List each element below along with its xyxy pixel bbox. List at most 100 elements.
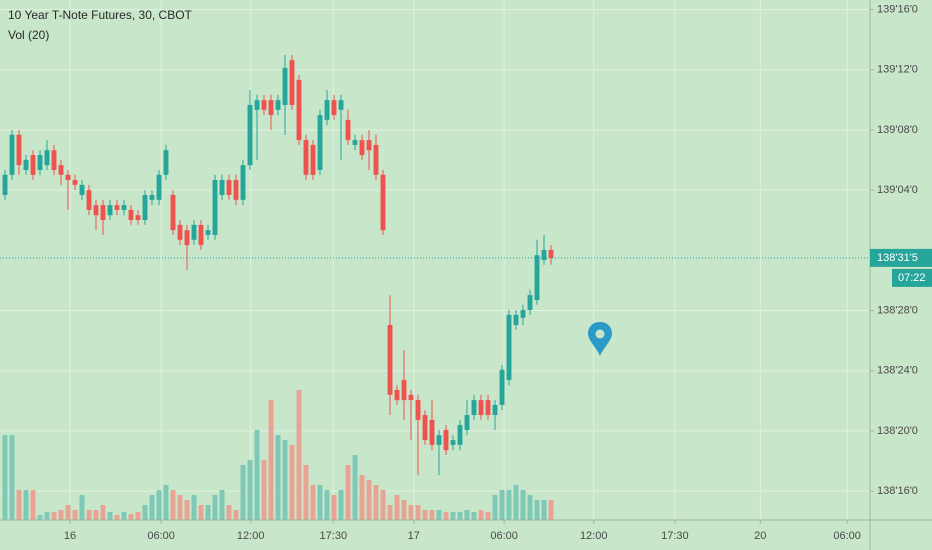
y-tick-label: 138'20'0 xyxy=(877,425,918,437)
volume-bar xyxy=(205,505,211,520)
volume-bar xyxy=(359,475,365,520)
last-price-label: 138'31'5 xyxy=(877,252,918,264)
volume-bar xyxy=(16,490,22,520)
candle-body xyxy=(310,144,316,175)
candle-body xyxy=(422,415,428,441)
volume-bar xyxy=(422,510,428,520)
candle-body xyxy=(135,215,141,221)
x-tick-label: 06:00 xyxy=(490,530,518,542)
volume-bar xyxy=(310,485,316,520)
candle-body xyxy=(338,100,344,110)
candle-body xyxy=(226,180,232,195)
x-tick-label: 12:00 xyxy=(580,530,608,542)
candle-body xyxy=(296,79,302,141)
candle-body xyxy=(121,205,127,210)
volume-bar xyxy=(373,485,379,520)
candle-body xyxy=(352,140,358,145)
volume-bar xyxy=(86,510,92,520)
candle-body xyxy=(485,400,491,416)
volume-bar xyxy=(9,435,15,520)
candle-body xyxy=(254,100,260,110)
volume-bar xyxy=(450,512,456,520)
candle-body xyxy=(30,155,36,175)
x-tick-label: 17:30 xyxy=(661,530,689,542)
volume-bar xyxy=(534,500,540,520)
candle-body xyxy=(359,140,365,156)
candle-body xyxy=(261,100,267,110)
volume-bar xyxy=(219,490,225,520)
candle-body xyxy=(44,150,50,166)
volume-bar xyxy=(51,512,57,520)
grid xyxy=(0,0,870,520)
candle-body xyxy=(324,100,330,120)
y-tick-label: 139'16'0 xyxy=(877,4,918,16)
volume-bar xyxy=(170,490,176,520)
volume-bar xyxy=(30,490,36,520)
candle-body xyxy=(107,205,113,216)
candle-body xyxy=(289,60,295,105)
countdown-label: 07:22 xyxy=(898,272,926,284)
candle-body xyxy=(79,184,85,195)
volume-bar xyxy=(163,485,169,520)
candle-body xyxy=(478,400,484,416)
candle-body xyxy=(366,140,372,151)
volume-legend: Vol (20) xyxy=(8,28,49,42)
candle-body xyxy=(394,390,400,401)
candle-body xyxy=(233,180,239,200)
y-tick-label: 138'24'0 xyxy=(877,365,918,377)
volume-bar xyxy=(142,505,148,520)
map-pin-icon[interactable] xyxy=(588,322,612,356)
volume-bar xyxy=(268,400,274,520)
volume-bar xyxy=(23,490,29,520)
candle-body xyxy=(520,310,526,318)
candle-body xyxy=(457,425,463,445)
volume-bar xyxy=(135,512,141,520)
volume-bar xyxy=(37,515,43,520)
candle-body xyxy=(156,174,162,200)
candle-body xyxy=(58,165,64,175)
volume-bar xyxy=(177,495,183,520)
volume-bar xyxy=(261,460,267,520)
candle-body xyxy=(128,209,134,221)
candle-body xyxy=(464,415,470,430)
volume-bar xyxy=(254,430,260,520)
candle-body xyxy=(380,174,386,231)
volume-bar xyxy=(240,465,246,520)
candle-body xyxy=(93,205,99,216)
volume-bar xyxy=(324,490,330,520)
candle-body xyxy=(86,190,92,210)
candle-body xyxy=(240,165,246,200)
pin-hole xyxy=(595,329,605,339)
volume-bar xyxy=(121,512,127,520)
y-tick-label: 139'08'0 xyxy=(877,124,918,136)
candle-body xyxy=(65,174,71,181)
volume-bar xyxy=(198,505,204,520)
y-tick-label: 138'28'0 xyxy=(877,304,918,316)
volume-bar xyxy=(464,510,470,520)
chart-title: 10 Year T-Note Futures, 30, CBOT xyxy=(8,8,193,22)
candle-body xyxy=(37,155,43,170)
volume-bar xyxy=(457,512,463,520)
volume-bar xyxy=(128,514,134,520)
volume-bar xyxy=(478,510,484,520)
volume-bar xyxy=(485,512,491,520)
candle-body xyxy=(506,314,512,380)
x-tick-label: 12:00 xyxy=(237,530,265,542)
countdown-box xyxy=(892,268,932,287)
volume-bar xyxy=(2,435,8,520)
pin-shape xyxy=(588,322,612,356)
candle-body xyxy=(163,150,169,175)
candle-body xyxy=(170,195,176,231)
candle-body xyxy=(443,429,449,451)
candle-body xyxy=(408,394,414,401)
candle-body xyxy=(415,400,421,420)
candle-body xyxy=(436,435,442,445)
volume-bars xyxy=(2,390,554,520)
volume-bar xyxy=(499,490,505,520)
x-tick-label: 17:30 xyxy=(320,530,348,542)
candle-body xyxy=(16,134,22,166)
volume-bar xyxy=(387,505,393,520)
candle-body xyxy=(2,174,8,195)
volume-bar xyxy=(212,495,218,520)
candle-body xyxy=(331,100,337,116)
